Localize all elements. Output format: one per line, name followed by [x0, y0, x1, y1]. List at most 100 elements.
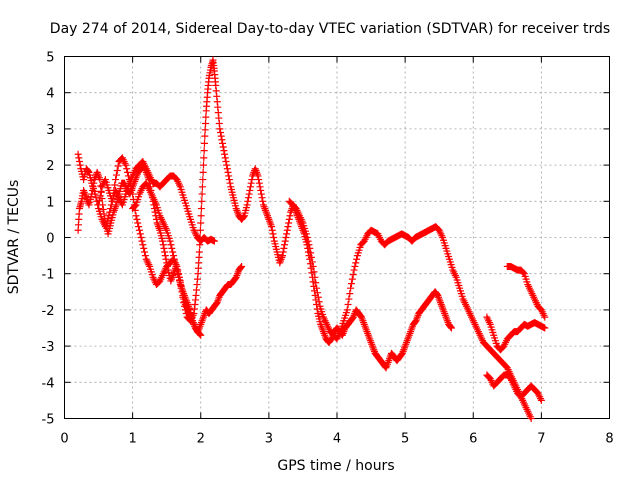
data-point — [159, 241, 167, 249]
y-tick-label: 2 — [46, 159, 54, 174]
data-point — [269, 230, 277, 238]
data-point — [237, 263, 245, 271]
x-tick-label: 0 — [60, 432, 68, 447]
data-point — [161, 248, 169, 256]
x-axis-label: GPS time / hours — [277, 458, 394, 474]
data-point — [313, 289, 321, 297]
data-point — [139, 241, 147, 249]
data-point — [140, 244, 148, 252]
data-point — [137, 234, 145, 241]
data-point — [170, 252, 177, 260]
data-point — [95, 196, 103, 204]
data-point — [225, 172, 233, 180]
x-tick-label: 7 — [537, 432, 545, 447]
data-point — [198, 183, 206, 191]
data-point — [314, 293, 322, 301]
data-point — [134, 219, 142, 227]
data-point — [168, 244, 176, 252]
data-point — [122, 161, 130, 169]
data-point — [346, 290, 354, 298]
data-point — [75, 157, 83, 165]
data-point — [527, 415, 535, 422]
data-point — [255, 179, 263, 187]
data-point — [196, 234, 204, 241]
data-point — [268, 226, 276, 234]
data-point — [175, 277, 183, 285]
data-point — [347, 280, 355, 288]
data-point — [196, 330, 204, 338]
data-point — [169, 248, 177, 256]
series-track-h — [503, 262, 549, 321]
data-point — [306, 244, 314, 252]
data-point — [197, 212, 205, 220]
data-point — [350, 266, 358, 274]
data-point — [199, 168, 207, 176]
x-tick-labels: 0 1 2 3 4 5 6 7 8 — [60, 432, 613, 447]
grid — [64, 56, 610, 419]
data-point — [258, 194, 266, 202]
data-point — [315, 298, 323, 306]
data-point — [141, 248, 149, 256]
data-point — [244, 194, 252, 202]
chart-title: Day 274 of 2014, Sidereal Day-to-day VTE… — [50, 21, 610, 37]
data-point — [221, 154, 229, 162]
data-point — [248, 176, 256, 184]
data-point — [170, 255, 178, 263]
y-tick-label: -4 — [42, 376, 55, 391]
data-point — [129, 190, 137, 198]
series-track-g — [483, 371, 545, 404]
data-point — [343, 306, 351, 314]
data-point — [200, 139, 208, 147]
x-tick-label: 6 — [469, 432, 477, 447]
data-point — [218, 136, 226, 144]
data-point — [135, 223, 143, 231]
data-point — [199, 176, 207, 184]
data-point — [219, 139, 227, 147]
y-tick-label: -3 — [42, 340, 55, 355]
data-point — [132, 212, 140, 220]
data-point — [127, 183, 135, 191]
data-point — [114, 162, 122, 170]
data-point — [281, 237, 289, 245]
data-point — [197, 331, 205, 339]
y-tick-label: 4 — [46, 87, 54, 102]
data-point — [210, 237, 218, 245]
data-point — [75, 154, 83, 162]
data-point — [74, 150, 82, 158]
data-point — [197, 219, 205, 227]
data-point — [112, 176, 120, 184]
data-point — [280, 244, 288, 252]
data-point — [281, 241, 289, 249]
data-point — [245, 190, 253, 198]
data-point — [111, 181, 119, 189]
data-point — [352, 259, 360, 267]
data-point — [351, 262, 359, 270]
data-point — [166, 237, 174, 245]
data-point — [141, 252, 149, 260]
data-point — [95, 201, 103, 209]
data-point — [167, 241, 175, 249]
plot-frame — [64, 56, 610, 419]
data-point — [305, 241, 313, 249]
data-point — [106, 205, 114, 213]
data-point — [246, 183, 254, 191]
data-point — [270, 234, 278, 241]
data-point — [347, 284, 355, 292]
data-point — [108, 197, 116, 205]
data-point — [312, 279, 320, 287]
data-point — [128, 186, 136, 194]
data-point — [198, 190, 206, 198]
data-point — [220, 147, 228, 155]
x-tick-label: 3 — [265, 432, 273, 447]
data-point — [136, 230, 144, 238]
data-point — [123, 165, 131, 173]
data-point — [91, 190, 99, 198]
data-point — [302, 230, 310, 238]
data-point — [519, 269, 527, 277]
data-point — [255, 176, 263, 184]
data-point — [138, 237, 146, 245]
data-point — [257, 190, 265, 198]
y-tick-label: 5 — [46, 51, 54, 66]
data-point — [240, 213, 248, 221]
